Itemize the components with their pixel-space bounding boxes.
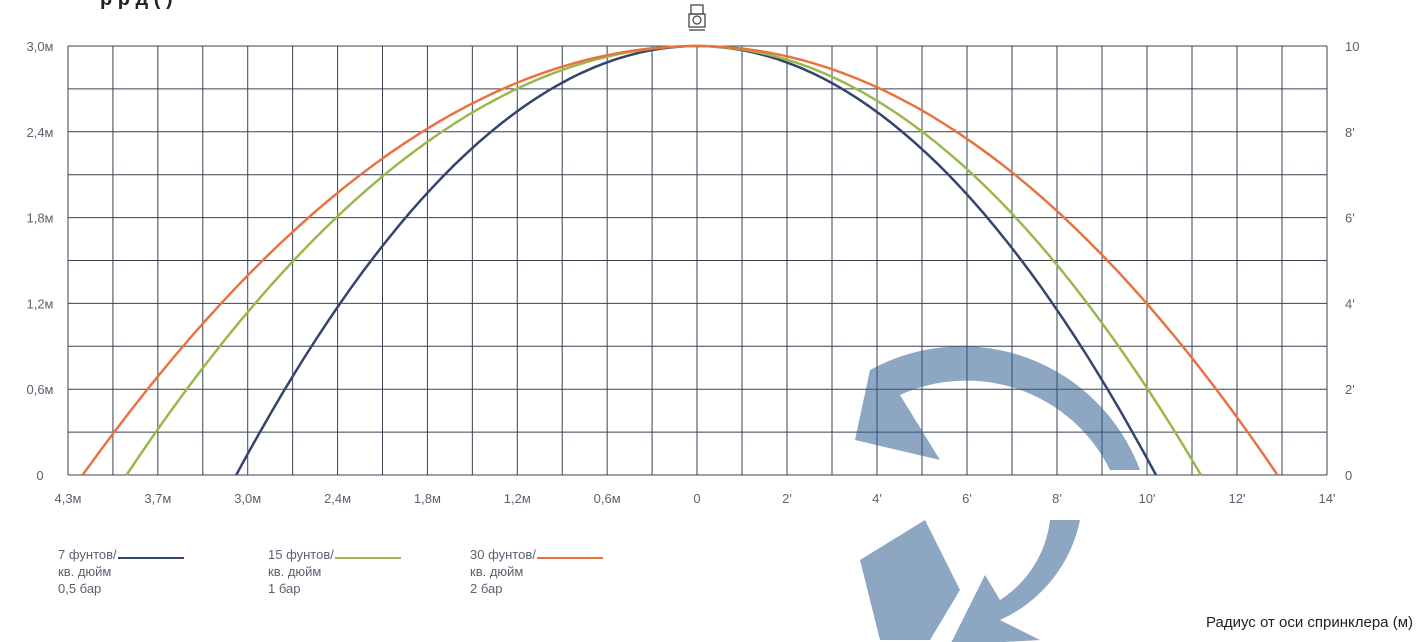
watermark-arrow [855, 346, 1140, 470]
tick-labels: 3,0м 2,4м 1,8м 1,2м 0,6м 0 10 8' 6' 4' 2' 0 4,3м 3,7м… [26, 39, 1359, 506]
y-tick-label-right: 10 [1345, 39, 1359, 54]
x-tick-label: 1,8м [414, 491, 441, 506]
grid [67, 45, 1328, 476]
series-line-2 [81, 44, 1279, 476]
y-tick-label-left: 3,0м [26, 39, 53, 54]
y-tick-label-right: 2' [1345, 382, 1355, 397]
y-tick-label-right: 0 [1345, 468, 1352, 483]
x-tick-label: 14' [1319, 491, 1336, 506]
y-tick-label-left: 0 [36, 468, 43, 483]
legend-item-30psi: 30 фунтов/ кв. дюйм 2 бар [470, 546, 603, 597]
legend-line-2: кв. дюйм [470, 564, 524, 579]
watermark-arrow [951, 520, 1080, 642]
legend-item-7psi: 7 фунтов/ кв. дюйм 0,5 бар [58, 546, 184, 597]
legend-swatch [536, 556, 603, 559]
x-tick-label: 1,2м [504, 491, 531, 506]
x-tick-label: 0 [693, 491, 700, 506]
x-tick-label: 3,7м [144, 491, 171, 506]
legend-line-3: 1 бар [268, 581, 301, 596]
y-tick-label-right: 4' [1345, 296, 1355, 311]
y-tick-label-left: 1,2м [26, 296, 53, 311]
sprinkler-nozzle [692, 15, 702, 25]
x-tick-label: 12' [1229, 491, 1246, 506]
legend-line-2: кв. дюйм [268, 564, 322, 579]
legend-swatch [117, 556, 184, 559]
watermark-letter [860, 520, 960, 640]
legend-line-1: 30 фунтов/ [470, 547, 536, 562]
legend-line-3: 0,5 бар [58, 581, 102, 596]
watermark-logo [855, 346, 1140, 642]
legend-line-3: 2 бар [470, 581, 503, 596]
spray-curves [81, 44, 1279, 476]
y-tick-label-left: 2,4м [26, 125, 53, 140]
legend-line-1: 15 фунтов/ [268, 547, 334, 562]
x-tick-label: 6' [962, 491, 972, 506]
legend-line-1: 7 фунтов/ [58, 547, 117, 562]
x-tick-label: 0,6м [594, 491, 621, 506]
x-tick-label: 2,4м [324, 491, 351, 506]
legend-item-15psi: 15 фунтов/ кв. дюйм 1 бар [268, 546, 401, 597]
x-tick-label: 3,0м [234, 491, 261, 506]
sprinkler-icon [688, 4, 706, 31]
x-tick-label: 10' [1139, 491, 1156, 506]
sprinkler-head [690, 4, 704, 15]
x-tick-label: 8' [1052, 491, 1062, 506]
y-tick-label-left: 0,6м [26, 382, 53, 397]
legend-line-2: кв. дюйм [58, 564, 112, 579]
legend-swatch [334, 556, 401, 559]
y-tick-label-left: 1,8м [26, 211, 53, 226]
x-tick-label: 4,3м [54, 491, 81, 506]
chart-title: р р д ( ) [100, 0, 173, 11]
sprinkler-body [688, 13, 706, 28]
x-tick-label: 4' [872, 491, 882, 506]
x-tick-label: 2' [782, 491, 792, 506]
y-tick-label-right: 8' [1345, 125, 1355, 140]
x-axis-label: Радиус от оси спринклера (м) [1205, 614, 1413, 631]
y-tick-label-right: 6' [1345, 211, 1355, 226]
